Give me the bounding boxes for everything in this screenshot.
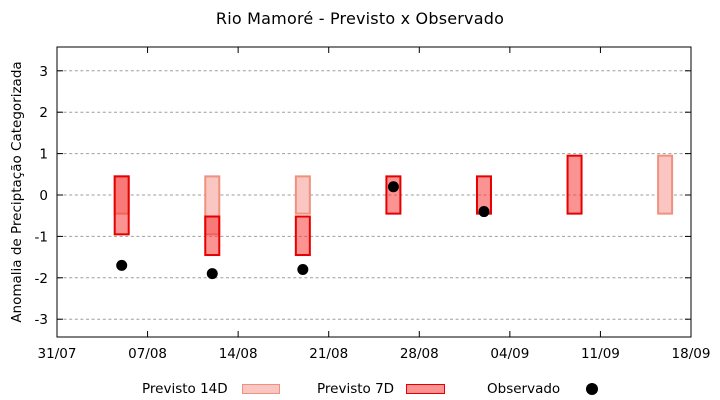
observado-dot-icon [586,383,598,395]
bar-previsto-7d [113,175,130,236]
observado-dot [116,259,128,271]
observado-dot [387,181,399,193]
chart-title: Rio Mamoré - Previsto x Observado [215,9,505,28]
y-tick-label: -1 [35,229,48,245]
y-tick-label: 0 [39,188,48,204]
x-tick-label: 28/08 [400,346,439,362]
legend-label-previsto-7d: Previsto 7D [317,381,395,397]
x-tick-label: 07/08 [128,346,167,362]
previsto-14d-swatch-icon [242,384,280,394]
y-tick-label: -2 [35,271,48,287]
legend-label-observado: Observado [487,381,561,397]
y-tick-label: -3 [35,312,48,328]
y-tick-label: 2 [39,105,48,121]
bar-previsto-14d [657,154,674,215]
bar-previsto-14d [294,175,311,215]
observado-dot [297,264,309,276]
x-tick-label: 18/09 [672,346,711,362]
bar-previsto-7d [294,215,311,257]
y-tick-label: 3 [39,64,48,80]
x-tick-label: 21/08 [309,346,348,362]
bar-previsto-7d [204,215,221,257]
previsto-7d-swatch-icon [406,384,445,394]
x-tick-label: 11/09 [581,346,620,362]
legend-label-previsto-14d: Previsto 14D [142,381,228,397]
plot-border [56,46,692,338]
observado-dot [478,206,490,218]
x-tick-label: 31/07 [38,346,77,362]
x-tick-label: 04/09 [490,346,529,362]
y-tick-label: 1 [39,147,48,163]
bar-previsto-7d [566,154,583,215]
x-tick-label: 14/08 [219,346,258,362]
observado-dot [206,268,218,280]
